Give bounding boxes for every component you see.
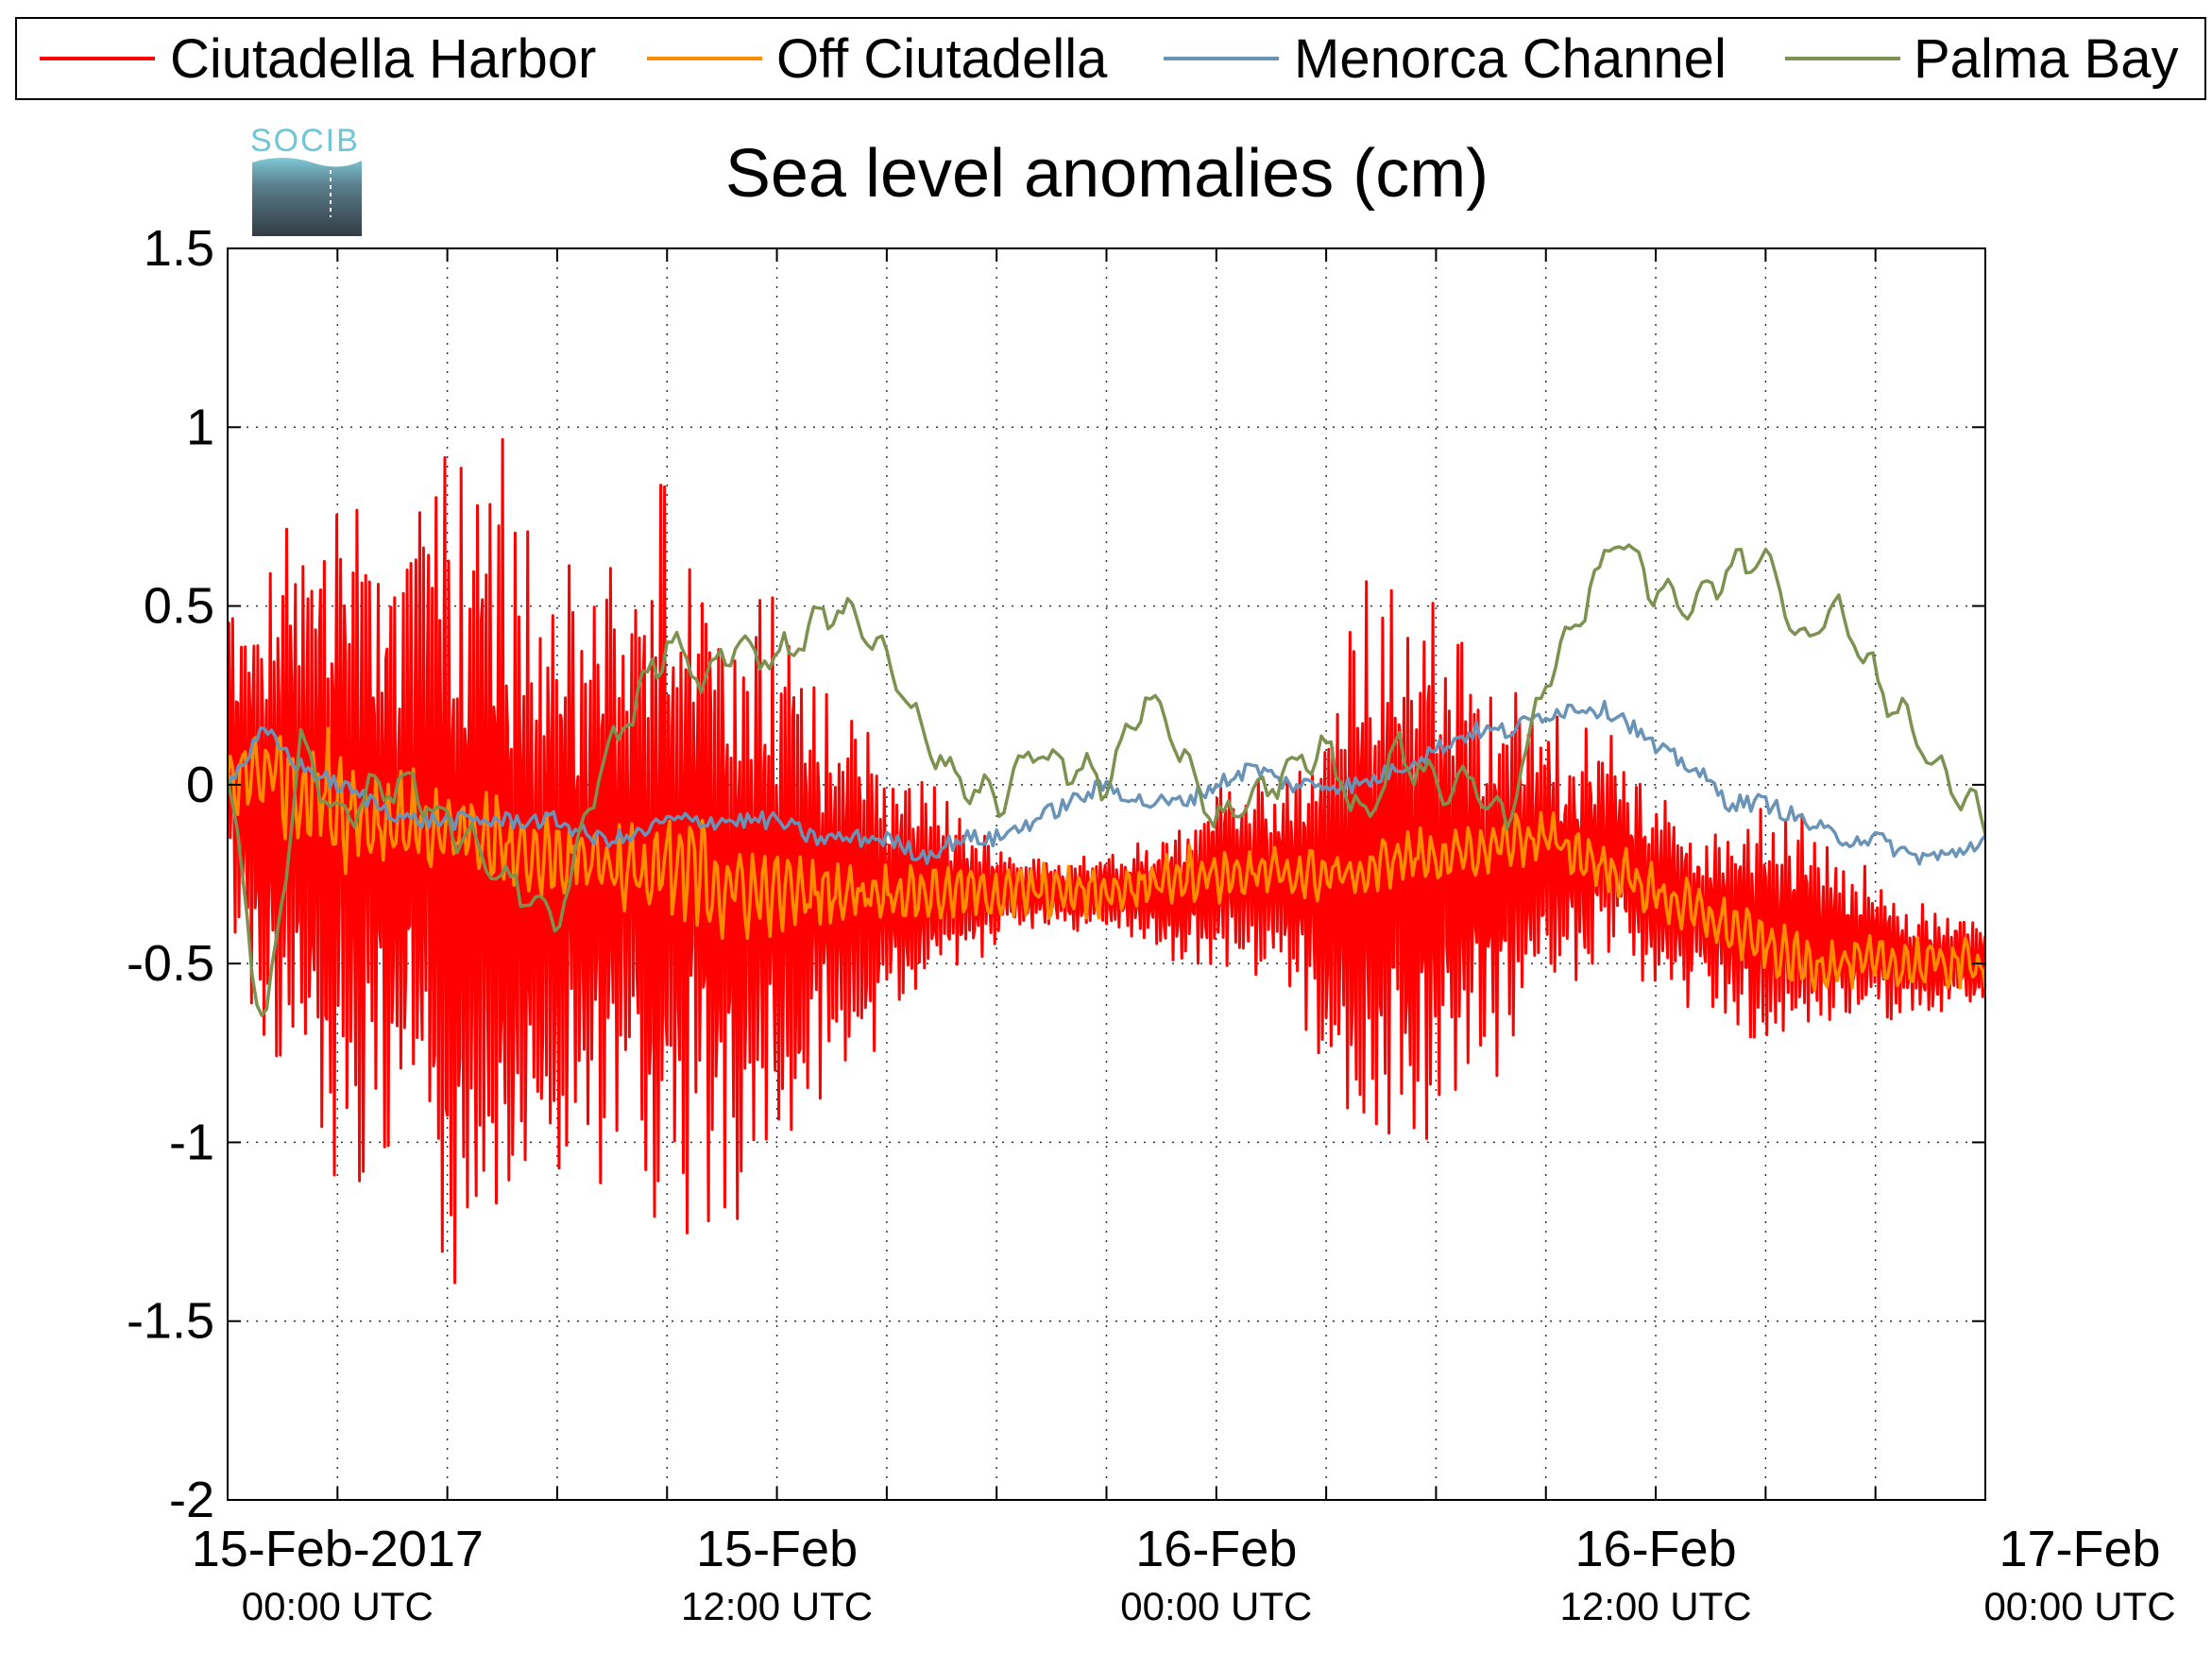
legend-item-ciutadella-harbor: Ciutadella Harbor: [40, 28, 596, 90]
legend-label-ciutadella-harbor: Ciutadella Harbor: [170, 28, 596, 90]
socib-logo-wave: [252, 158, 362, 236]
series-line-menorca-channel: [228, 699, 1985, 866]
y-tick-label: -2: [169, 1472, 214, 1528]
legend: Ciutadella Harbor Off Ciutadella Menorca…: [15, 17, 2206, 100]
legend-label-palma-bay: Palma Bay: [1914, 28, 2178, 90]
series-line-palma-bay: [228, 543, 1985, 1017]
y-tick-label: 1: [186, 399, 214, 455]
legend-label-off-ciutadella: Off Ciutadella: [776, 28, 1108, 90]
chart-title: Sea level anomalies (cm): [725, 136, 1489, 212]
x-tick-sublabel: 12:00 UTC: [681, 1584, 873, 1628]
y-axis: 1.5 1 0.5 0 -0.5 -1 -1.5 -2: [127, 220, 1985, 1528]
y-tick-label: -0.5: [127, 935, 214, 992]
y-tick-label: 0: [186, 757, 214, 813]
legend-item-palma-bay: Palma Bay: [1785, 28, 2178, 90]
x-tick-sublabel: 12:00 UTC: [1560, 1584, 1752, 1628]
y-tick-label: -1: [169, 1114, 214, 1170]
x-tick-label: 16-Feb: [1575, 1521, 1737, 1577]
y-tick-label: 1.5: [144, 220, 214, 277]
series-line-off-ciutadella: [228, 726, 1985, 993]
x-tick-label: 15-Feb: [696, 1521, 858, 1577]
legend-item-menorca-channel: Menorca Channel: [1164, 28, 1727, 90]
legend-label-menorca-channel: Menorca Channel: [1294, 28, 1727, 90]
socib-logo-text: SOCIB: [250, 123, 360, 159]
grid: [228, 248, 1985, 1500]
x-tick-label: 15-Feb-2017: [192, 1521, 484, 1577]
x-tick-label: 16-Feb: [1135, 1521, 1297, 1577]
y-tick-label: -1.5: [127, 1293, 214, 1350]
x-axis: 15-Feb-2017 00:00 UTC 15-Feb 12:00 UTC 16-Fe…: [192, 248, 2176, 1628]
x-tick-sublabel: 00:00 UTC: [1120, 1584, 1312, 1628]
y-tick-label: 0.5: [144, 578, 214, 635]
series-line-ciutadella-harbor: [228, 437, 1985, 1285]
x-tick-sublabel: 00:00 UTC: [242, 1584, 434, 1628]
x-tick-label: 17-Feb: [1999, 1521, 2160, 1577]
socib-logo: SOCIB: [250, 123, 362, 236]
legend-item-off-ciutadella: Off Ciutadella: [647, 28, 1108, 90]
x-tick-sublabel: 00:00 UTC: [1983, 1584, 2175, 1628]
series-layer: [228, 437, 1985, 1285]
